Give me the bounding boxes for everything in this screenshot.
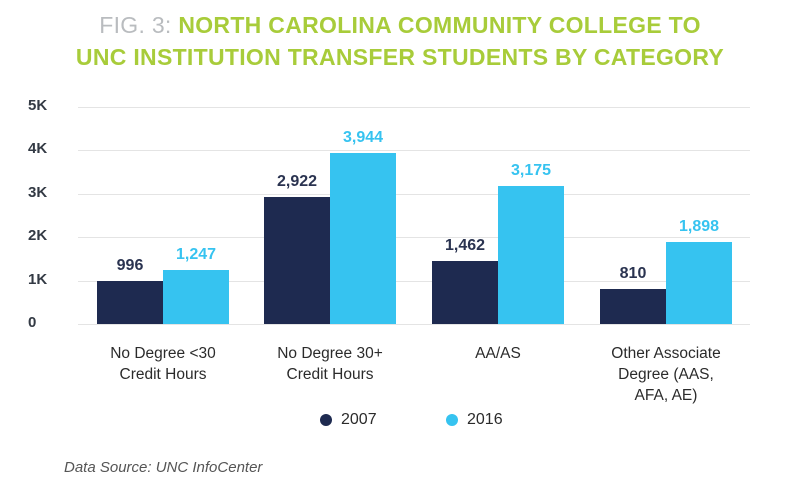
gridline (78, 107, 750, 108)
y-tick-label: 0 (28, 314, 37, 331)
x-category-label: Other Associate Degree (AAS, AFA, AE) (586, 343, 746, 406)
bar-2007 (97, 280, 163, 324)
bar-2016 (163, 269, 229, 324)
x-category-label: No Degree 30+ Credit Hours (250, 343, 410, 385)
bar-2016 (666, 241, 732, 324)
value-label-2007: 2,922 (276, 173, 318, 191)
value-label-2007: 996 (116, 256, 144, 274)
y-tick-label: 3K (28, 183, 48, 201)
value-label-2007: 1,462 (444, 236, 486, 254)
value-label-2007: 810 (619, 264, 647, 282)
x-category-label: No Degree <30 Credit Hours (83, 343, 243, 385)
y-tick-label: 2K (28, 227, 48, 245)
value-label-2016: 3,175 (510, 162, 552, 180)
legend-item-2007: 2007 (320, 411, 377, 429)
y-tick-label: 1K (28, 270, 48, 288)
value-label-2016: 1,247 (175, 245, 217, 263)
value-label-2016: 3,944 (342, 128, 384, 146)
x-label-line: Other Associate (611, 345, 721, 362)
bar-2016 (330, 152, 396, 324)
legend-dot-2007-icon (320, 414, 332, 426)
x-label-line: No Degree <30 (110, 345, 216, 362)
gridline (78, 150, 750, 152)
x-label-line: AA/AS (475, 345, 521, 362)
gridline (78, 193, 750, 195)
data-source-note: Data Source: UNC InfoCenter (64, 459, 263, 476)
x-label-line: Credit Hours (119, 366, 207, 383)
bar-2007 (600, 288, 666, 324)
legend-label-2007: 2007 (341, 411, 377, 428)
figure-prefix: FIG. 3: (99, 12, 172, 38)
x-label-line: AFA, AE) (634, 387, 698, 404)
gridline (78, 280, 750, 282)
legend-dot-2016-icon (446, 414, 458, 426)
chart-title-line1: FIG. 3: NORTH CAROLINA COMMUNITY COLLEGE… (0, 10, 800, 41)
value-label-2016: 1,898 (678, 217, 720, 235)
legend-label-2016: 2016 (467, 411, 503, 428)
bar-2007 (264, 197, 330, 324)
x-category-label: AA/AS (418, 343, 578, 364)
gridline (78, 324, 750, 325)
bar-2016 (498, 186, 564, 324)
y-tick-label: 5K (28, 97, 48, 114)
y-tick-label: 4K (28, 140, 48, 158)
chart-title-line2: UNC INSTITUTION TRANSFER STUDENTS BY CAT… (75, 44, 725, 70)
x-label-line: Credit Hours (286, 366, 374, 383)
x-label-line: No Degree 30+ (277, 345, 383, 362)
gridline (78, 237, 750, 239)
title-text-1: NORTH CAROLINA COMMUNITY COLLEGE TO (178, 12, 701, 38)
legend-item-2016: 2016 (446, 411, 503, 429)
bar-2007 (432, 260, 498, 324)
x-label-line: Degree (AAS, (618, 366, 714, 383)
